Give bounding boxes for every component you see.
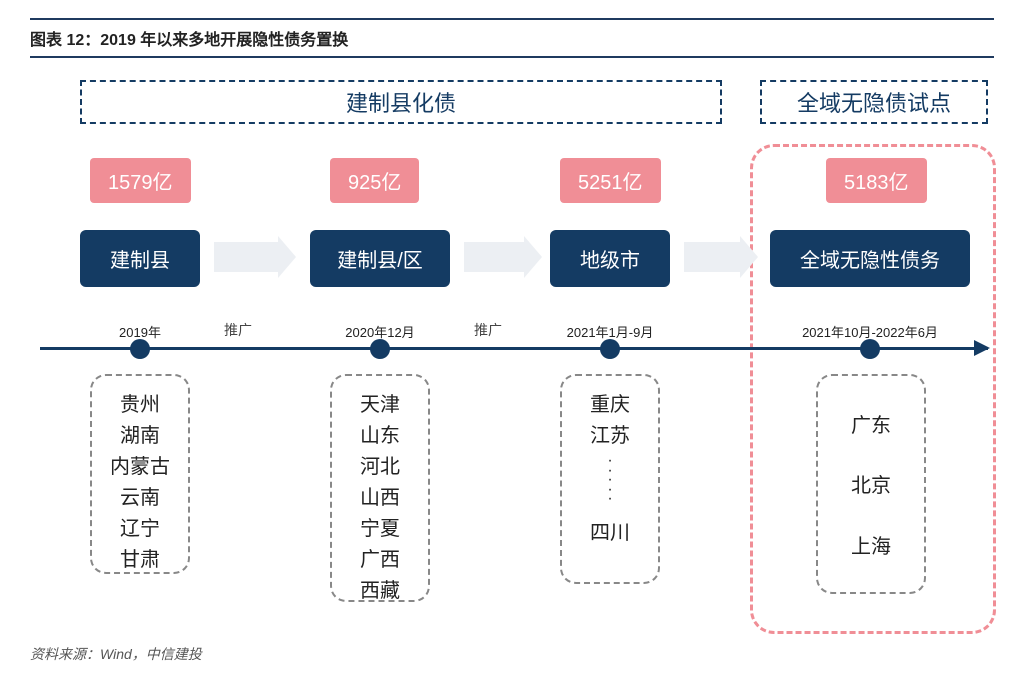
amount-1: 1579亿 [108,172,173,194]
region-item: 山东 [360,419,400,448]
stage-label-3: 地级市 [580,250,640,272]
region-item: 内蒙古 [110,450,170,479]
promo-label-1: 推广 [224,320,252,340]
stage-box-3: 地级市 [550,230,670,287]
header-group-pilot-label: 全域无隐债试点 [797,86,951,118]
stage-label-1: 建制县 [110,250,170,272]
stage-box-1: 建制县 [80,230,200,287]
region-box-2: 天津 山东 河北 山西 宁夏 广西 西藏 [330,374,430,602]
region-item: 江苏 [590,419,630,448]
region-box-4: 广东 北京 上海 [816,374,926,594]
region-item: 山西 [360,481,400,510]
amount-badge-4: 5183亿 [826,158,927,203]
stage-box-4: 全域无隐性债务 [770,230,970,287]
promo-label-2: 推广 [474,320,502,340]
vertical-dots-icon: ····· [607,450,612,514]
region-item: 西藏 [360,574,400,603]
source-citation: 资料来源：Wind，中信建投 [30,644,202,664]
amount-2: 925亿 [348,172,401,194]
region-item: 贵州 [120,388,160,417]
region-item: 宁夏 [360,512,400,541]
timeline-axis [40,347,988,350]
amount-3: 5251亿 [578,172,643,194]
region-item: 广西 [360,543,400,572]
region-box-3: 重庆 江苏 ····· 四川 [560,374,660,584]
diagram-area: 建制县化债 全域无隐债试点 1579亿 建制县 2019年 贵州 湖南 内蒙古 … [30,80,994,640]
flow-arrow-2 [464,242,524,272]
region-item: 辽宁 [120,512,160,541]
header-group-county-label: 建制县化债 [346,86,456,118]
amount-badge-3: 5251亿 [560,158,661,203]
region-item: 重庆 [590,388,630,417]
amount-badge-1: 1579亿 [90,158,191,203]
region-item: 河北 [360,450,400,479]
stage-label-2: 建制县/区 [337,250,423,272]
timeline-dot-2 [370,339,390,359]
region-item: 四川 [590,516,630,545]
region-item: 云南 [120,481,160,510]
stage-box-2: 建制县/区 [310,230,450,287]
amount-4: 5183亿 [844,172,909,194]
flow-arrow-1 [214,242,278,272]
timeline-dot-4 [860,339,880,359]
timeline-dot-1 [130,339,150,359]
timeline-dot-3 [600,339,620,359]
header-group-pilot: 全域无隐债试点 [760,80,988,124]
stage-label-4: 全域无隐性债务 [800,250,940,272]
region-item: 甘肃 [120,543,160,572]
flow-arrow-3 [684,242,740,272]
region-item: 广东 [851,409,891,438]
region-item: 上海 [851,530,891,559]
header-group-county: 建制县化债 [80,80,722,124]
amount-badge-2: 925亿 [330,158,419,203]
chart-title: 图表 12：2019 年以来多地开展隐性债务置换 [30,18,994,58]
region-box-1: 贵州 湖南 内蒙古 云南 辽宁 甘肃 [90,374,190,574]
region-item: 湖南 [120,419,160,448]
region-item: 北京 [851,469,891,498]
region-item: 天津 [360,388,400,417]
